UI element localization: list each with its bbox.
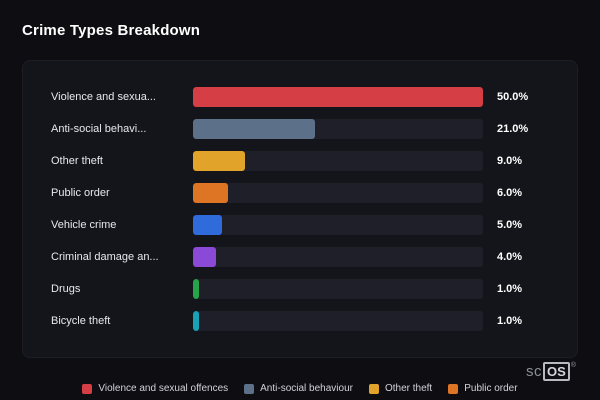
category-label: Criminal damage an... [51, 251, 159, 263]
watermark-prefix: sc [526, 363, 543, 380]
value-label: 1.0% [497, 283, 523, 295]
watermark-boxed-text: OS [543, 362, 570, 381]
chart-row: Violence and sexua... 50.0% [51, 81, 549, 113]
category-label: Public order [51, 187, 110, 199]
value-label: 6.0% [497, 187, 523, 199]
chart-row: Bicycle theft 1.0% [51, 305, 549, 337]
legend-label: Public order [464, 383, 518, 394]
legend-swatch-icon [82, 383, 93, 394]
bar-fill [193, 215, 222, 235]
category-label: Violence and sexua... [51, 91, 156, 103]
category-label: Vehicle crime [51, 219, 117, 231]
legend-label: Violence and sexual offences [98, 383, 229, 394]
legend-item: Violence and sexual offences [82, 383, 228, 394]
chart-legend: Violence and sexual offences Anti-social … [0, 383, 600, 394]
value-label: 4.0% [497, 251, 523, 263]
legend-item: Anti-social behaviour [244, 383, 353, 394]
value-label: 5.0% [497, 219, 523, 231]
bar-track [193, 151, 483, 171]
bar-track [193, 119, 483, 139]
bar-fill [193, 119, 315, 139]
chart-row: Drugs 1.0% [51, 273, 549, 305]
bar-fill [193, 87, 483, 107]
watermark-logo: sc OS ® [526, 362, 576, 381]
bar-track [193, 311, 483, 331]
value-label: 1.0% [497, 315, 523, 327]
value-label: 21.0% [497, 123, 529, 135]
category-label: Anti-social behavi... [51, 123, 147, 135]
legend-item: Public order [448, 383, 518, 394]
bar-track [193, 279, 483, 299]
category-label: Other theft [51, 155, 103, 167]
chart-rows: Violence and sexua... 50.0% Anti-social be… [51, 81, 549, 337]
legend-label: Anti-social behaviour [260, 383, 353, 394]
bar-fill [193, 247, 217, 267]
bar-track [193, 215, 483, 235]
legend-swatch-icon [448, 383, 459, 394]
category-label: Bicycle theft [51, 315, 111, 327]
registered-mark-icon: ® [570, 362, 576, 369]
category-label: Drugs [51, 283, 81, 295]
legend-item: Other theft [368, 383, 433, 394]
bar-track [193, 247, 483, 267]
bar-fill [193, 311, 199, 331]
bar-fill [193, 151, 246, 171]
value-label: 9.0% [497, 155, 523, 167]
chart-panel: Violence and sexua... 50.0% Anti-social be… [22, 60, 578, 358]
chart-row: Other theft 9.0% [51, 145, 549, 177]
bar-track [193, 87, 483, 107]
value-label: 50.0% [497, 91, 529, 103]
bar-fill [193, 279, 199, 299]
bar-track [193, 183, 483, 203]
chart-row: Criminal damage an... 4.0% [51, 241, 549, 273]
chart-row: Public order 6.0% [51, 177, 549, 209]
chart-row: Vehicle crime 5.0% [51, 209, 549, 241]
chart-row: Anti-social behavi... 21.0% [51, 113, 549, 145]
page-title: Crime Types Breakdown [22, 22, 201, 39]
legend-label: Other theft [384, 383, 433, 394]
bar-fill [193, 183, 228, 203]
legend-swatch-icon [368, 383, 379, 394]
legend-swatch-icon [244, 383, 255, 394]
